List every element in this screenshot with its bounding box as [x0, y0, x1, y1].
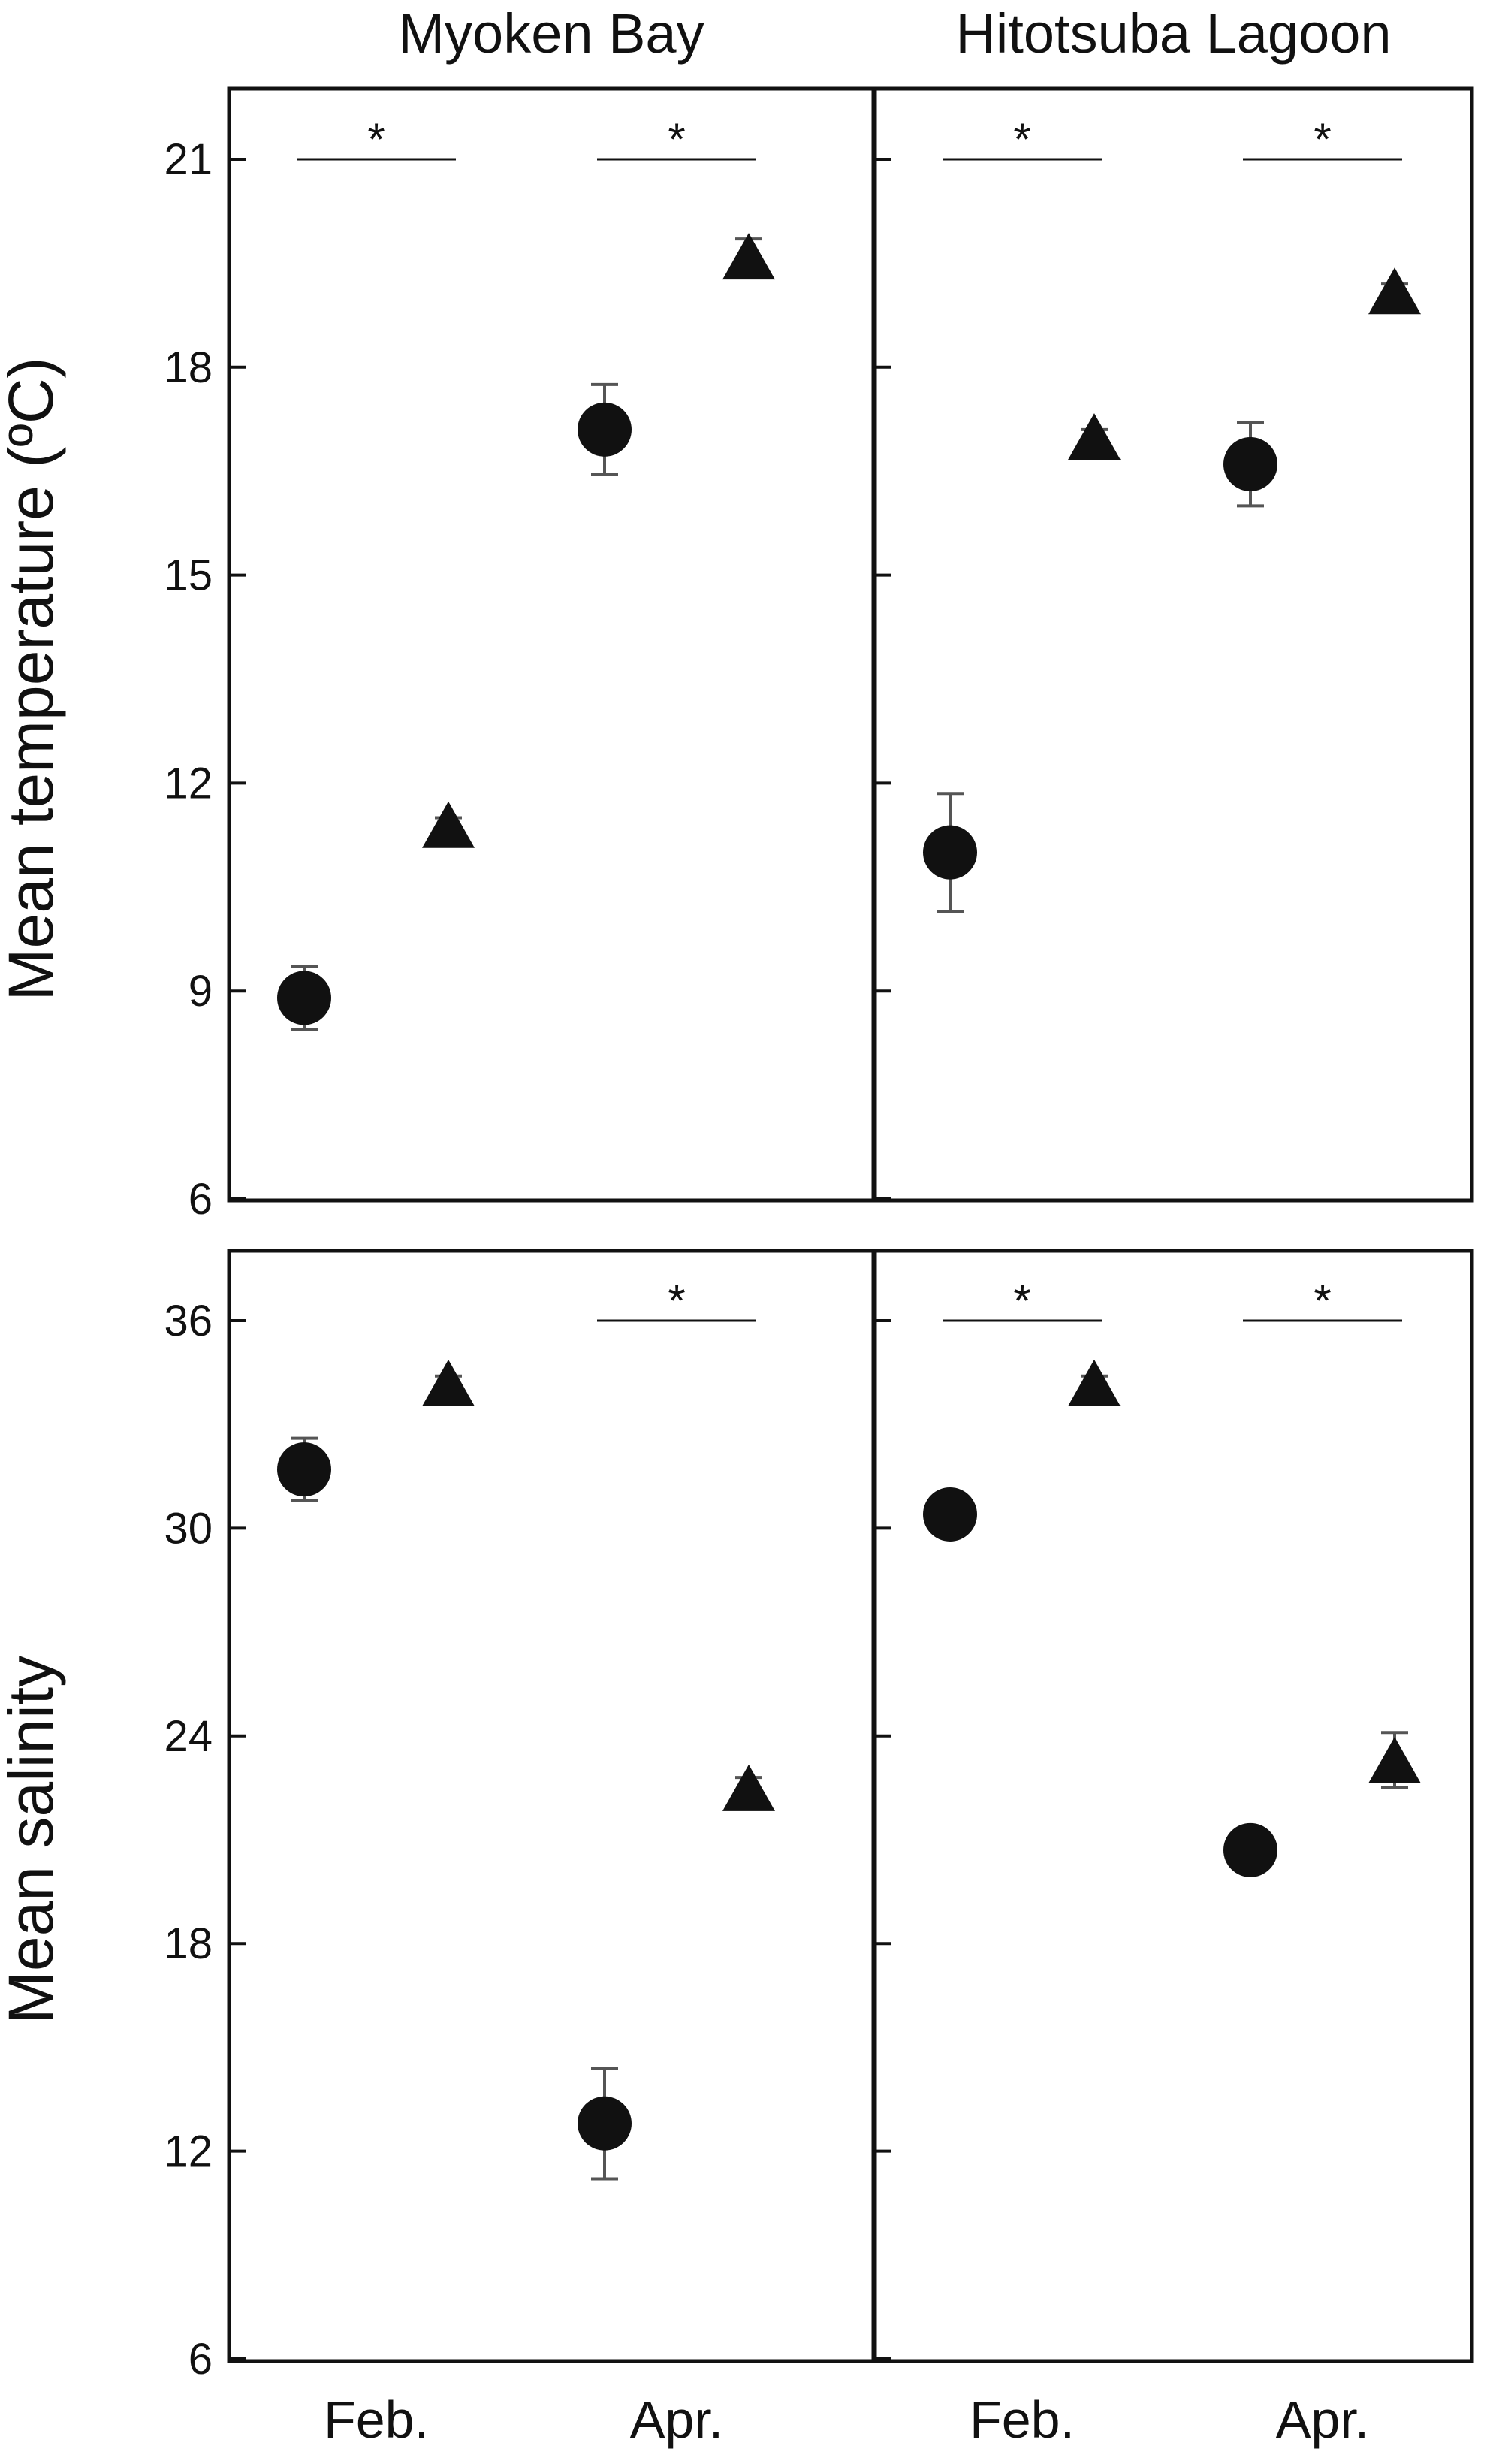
y-axis-label: Mean temperature (ºC): [0, 358, 66, 1001]
significance-star: *: [1013, 114, 1030, 165]
significance-star: *: [1314, 114, 1331, 165]
y-tick-label: 18: [164, 1919, 213, 1968]
data-point-triangle: [422, 1359, 475, 1406]
data-point-circle: [578, 2096, 632, 2151]
significance-star: *: [367, 114, 385, 165]
significance-star: *: [668, 1276, 685, 1326]
panel-frame: [873, 1249, 1474, 2363]
y-tick-label: 9: [189, 967, 213, 1016]
y-tick-label: 6: [189, 2335, 213, 2384]
data-point-circle: [1223, 436, 1277, 491]
panel-frame: [227, 1249, 876, 2363]
y-tick-label: 24: [164, 1712, 213, 1761]
data-point-circle: [277, 971, 331, 1025]
data-point-circle: [1223, 1822, 1277, 1877]
y-tick-label: 15: [164, 551, 213, 600]
y-tick-label: 30: [164, 1504, 213, 1553]
data-point-circle: [578, 402, 632, 457]
data-point-triangle: [1068, 1359, 1121, 1406]
data-point-triangle: [722, 233, 775, 280]
data-point-circle: [923, 1487, 977, 1542]
data-point-triangle: [422, 801, 475, 848]
data-point-circle: [277, 1442, 331, 1497]
data-point-circle: [923, 825, 977, 880]
data-point-triangle: [1368, 267, 1421, 315]
significance-star: *: [668, 114, 685, 165]
panel-frame: [227, 86, 876, 1203]
panel-title: Myoken Bay: [398, 2, 704, 65]
y-axis-label: Mean salinity: [0, 1656, 66, 2024]
y-tick-label: 36: [164, 1297, 213, 1345]
panel-title: Hitotsuba Lagoon: [955, 2, 1391, 65]
y-tick-label: 12: [164, 759, 213, 808]
y-tick-label: 12: [164, 2127, 213, 2176]
panel-frame: [873, 86, 1474, 1203]
x-tick-label: Feb.: [324, 2390, 429, 2449]
y-tick-label: 21: [164, 135, 213, 184]
data-point-triangle: [722, 1764, 775, 1811]
significance-star: *: [1314, 1276, 1331, 1326]
x-tick-label: Apr.: [1276, 2390, 1370, 2449]
data-point-triangle: [1368, 1737, 1421, 1784]
y-tick-label: 18: [164, 343, 213, 392]
y-tick-label: 6: [189, 1175, 213, 1224]
x-tick-label: Feb.: [970, 2390, 1075, 2449]
significance-star: *: [1013, 1276, 1030, 1326]
x-tick-label: Apr.: [630, 2390, 724, 2449]
data-point-triangle: [1068, 413, 1121, 460]
